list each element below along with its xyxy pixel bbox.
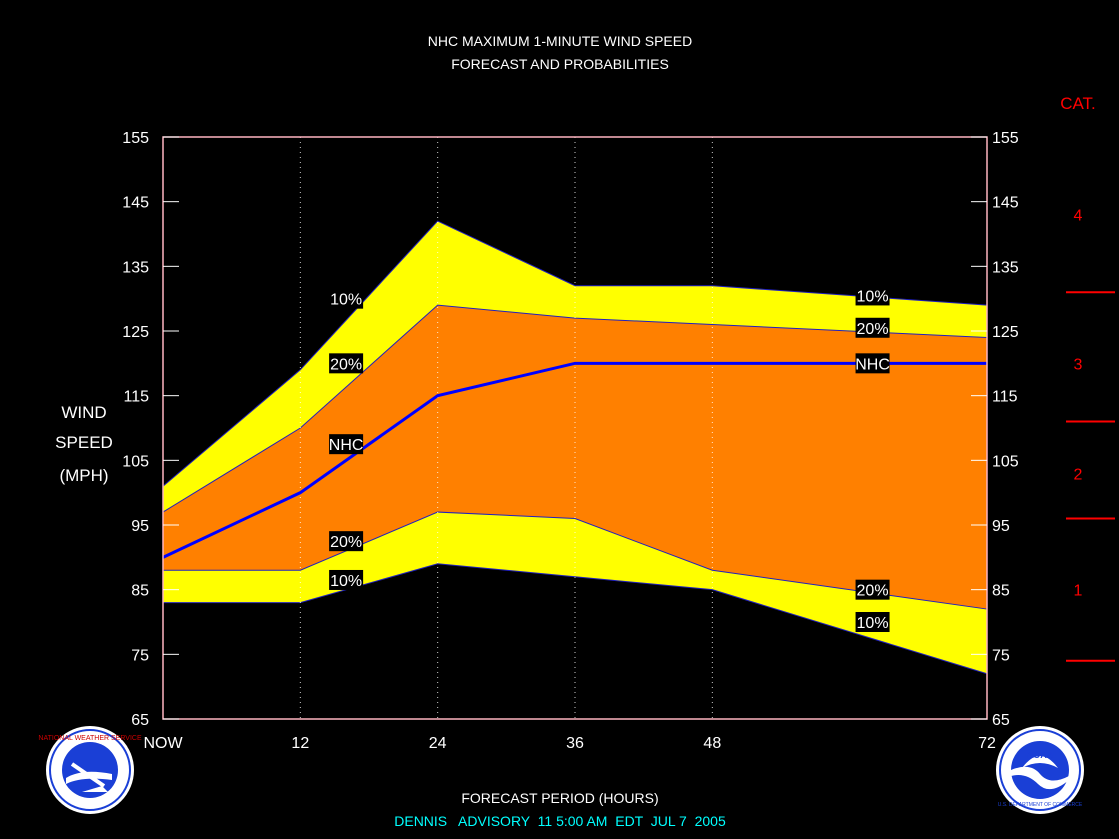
y-tick-label-right-65: 65: [992, 712, 1010, 729]
x-tick-label-72: 72: [978, 735, 996, 752]
y-tick-label-left-85: 85: [131, 583, 149, 600]
plot-area: 65 65 75 75 85 85 95 95 105 105 115 115 125 125 135 135…: [122, 130, 1019, 752]
x-tick-label-24: 24: [429, 735, 447, 752]
noaa-logo: NOAA U.S. DEPARTMENT OF COMMERCE: [996, 726, 1084, 814]
curve-label-6: 20%: [855, 317, 890, 338]
y-tick-label-left-75: 75: [131, 647, 149, 664]
lower-10-percent-edge: [163, 563, 988, 675]
curve-label-box: [329, 434, 364, 455]
curve-label-text: 20%: [330, 534, 362, 551]
curve-label-4: 10%: [329, 569, 364, 590]
nws-logo: NATIONAL WEATHER SERVICE: [38, 726, 142, 814]
y-tick-label-right-85: 85: [992, 583, 1010, 600]
y-tick-label-left-145: 145: [122, 195, 149, 212]
category-label-2: 2: [1074, 466, 1083, 483]
curve-label-5: 10%: [855, 285, 890, 306]
category-label-3: 3: [1074, 356, 1083, 373]
nhc-forecast-line: [162, 361, 987, 559]
y-tick-label-right-145: 145: [992, 195, 1019, 212]
curve-label-text: NHC: [329, 437, 364, 454]
y-tick-label-right-115: 115: [992, 389, 1018, 406]
curve-label-box: [329, 353, 364, 374]
curve-label-8: 20%: [855, 579, 890, 600]
curve-label-text: 10%: [857, 615, 889, 632]
x-axis-label: FORECAST PERIOD (HOURS): [461, 790, 658, 806]
upper-20-percent-edge: [162, 304, 988, 513]
y-tick-label-right-155: 155: [992, 130, 1019, 147]
curve-label-text: 10%: [857, 288, 889, 305]
curve-label-3: 20%: [329, 531, 364, 552]
noaa-logo-text: U.S. DEPARTMENT OF COMMERCE: [998, 802, 1083, 808]
lower-20-percent-edge: [163, 511, 988, 610]
x-tick-label-NOW: NOW: [143, 735, 183, 752]
curve-label-box: [855, 579, 890, 600]
y-tick-label-right-75: 75: [992, 647, 1010, 664]
y-axis-label-line-3: (MPH): [59, 466, 108, 485]
curve-label-0: 10%: [329, 288, 364, 309]
y-tick-label-left-105: 105: [122, 453, 149, 470]
y-tick-label-right-125: 125: [992, 324, 1019, 341]
category-scale: 1 2 3 4: [1066, 208, 1115, 662]
curve-label-text: 10%: [330, 573, 362, 590]
x-tick-label-36: 36: [566, 735, 584, 752]
curve-label-box: [329, 288, 364, 309]
plot-frame: [162, 136, 988, 720]
curve-label-text: 20%: [857, 321, 889, 338]
curve-label-box: [855, 285, 890, 306]
y-axis-label-line-1: WIND: [61, 403, 106, 422]
nws-logo-text: NATIONAL WEATHER SERVICE: [38, 735, 142, 742]
curve-label-box: [855, 317, 890, 338]
curve-label-text: 20%: [330, 356, 362, 373]
x-tick-label-48: 48: [703, 735, 721, 752]
curve-label-2: NHC: [329, 434, 364, 455]
y-tick-label-left-155: 155: [122, 130, 149, 147]
curve-label-text: 20%: [857, 583, 889, 600]
x-tick-label-12: 12: [291, 735, 309, 752]
y-tick-label-left-125: 125: [122, 324, 149, 341]
category-title: CAT.: [1060, 94, 1096, 113]
curve-label-box: [329, 531, 364, 552]
category-label-4: 4: [1074, 208, 1083, 225]
curve-label-text: NHC: [855, 356, 890, 373]
y-tick-label-left-115: 115: [123, 389, 149, 406]
curve-label-text: 10%: [330, 292, 362, 309]
curve-label-box: [855, 612, 890, 632]
y-tick-label-right-105: 105: [992, 453, 1019, 470]
chart-title: NHC MAXIMUM 1-MINUTE WIND SPEED: [428, 33, 692, 49]
advisory-line: DENNIS ADVISORY 11 5:00 AM EDT JUL 7 200…: [394, 813, 726, 829]
y-tick-label-right-135: 135: [992, 259, 1019, 276]
y-tick-label-right-95: 95: [992, 518, 1010, 535]
chart-subtitle: FORECAST AND PROBABILITIES: [451, 56, 669, 72]
y-tick-label-left-65: 65: [131, 712, 149, 729]
curve-label-7: NHC: [855, 353, 890, 374]
curve-label-box: [329, 569, 364, 590]
y-tick-label-left-95: 95: [131, 518, 149, 535]
y-tick-label-left-135: 135: [122, 259, 149, 276]
noaa-badge-text: NOAA: [1027, 750, 1054, 760]
curve-label-1: 20%: [329, 353, 364, 374]
curve-label-9: 10%: [855, 612, 890, 632]
upper-10-percent-edge: [162, 220, 988, 487]
category-label-1: 1: [1074, 583, 1083, 600]
curve-label-box: [855, 353, 890, 374]
y-axis-label-line-2: SPEED: [55, 433, 113, 452]
